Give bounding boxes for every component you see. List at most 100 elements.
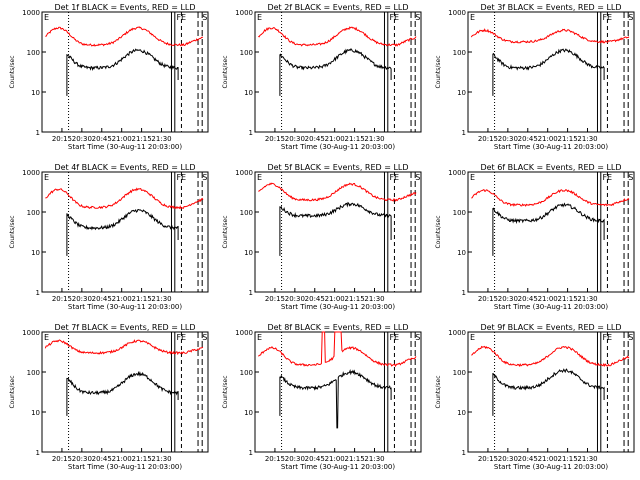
detector-panel-9: Det 9f BLACK = Events, RED = LLD 1 10 100 10…	[435, 323, 635, 471]
x-tick-label: 20:30	[285, 295, 305, 303]
x-tick-label: 21:15	[345, 455, 365, 463]
y-tick-label: 10	[457, 409, 466, 417]
detector-panel-4: Det 4f BLACK = Events, RED = LLD 1 10 100 10…	[9, 163, 209, 311]
x-tick-label: 21:00	[538, 295, 558, 303]
x-tick-label: 21:15	[345, 135, 365, 143]
events-series-line	[279, 201, 392, 256]
x-tick-label: 20:30	[72, 295, 92, 303]
y-tick-label: 100	[240, 209, 253, 217]
y-axis-label: Counts/sec	[9, 375, 16, 408]
events-series-line	[66, 208, 179, 256]
marker-label-e: E	[257, 333, 262, 342]
x-tick-label: 20:15	[265, 135, 285, 143]
marker-label-s: S	[415, 333, 420, 342]
y-tick-label: 1	[36, 289, 40, 297]
y-tick-label: 100	[453, 369, 466, 377]
y-axis-label: Counts/sec	[222, 215, 229, 248]
events-series-line	[66, 48, 179, 96]
y-tick-label: 1000	[235, 329, 253, 337]
x-tick-label: 20:30	[72, 135, 92, 143]
y-tick-label: 100	[240, 49, 253, 57]
x-tick-label: 21:30	[151, 455, 171, 463]
y-axis-label: Counts/sec	[435, 375, 442, 408]
plot-title: Det 9f BLACK = Events, RED = LLD	[480, 323, 621, 332]
y-tick-label: 1000	[235, 169, 253, 177]
x-tick-label: 20:45	[92, 135, 112, 143]
x-tick-label: 20:45	[518, 295, 538, 303]
y-axis-label: Counts/sec	[9, 215, 16, 248]
marker-label-s: S	[202, 333, 207, 342]
y-tick-label: 100	[27, 209, 40, 217]
x-tick-label: 21:30	[364, 295, 384, 303]
y-tick-label: 10	[31, 409, 40, 417]
detector-panel-7: Det 7f BLACK = Events, RED = LLD 1 10 100 10…	[9, 323, 209, 471]
x-tick-label: 21:30	[364, 455, 384, 463]
x-tick-label: 21:15	[558, 135, 578, 143]
y-tick-label: 1	[249, 449, 253, 457]
x-tick-label: 20:15	[52, 295, 72, 303]
marker-label-s: S	[202, 13, 207, 22]
x-tick-label: 20:30	[72, 455, 92, 463]
plot-title: Det 2f BLACK = Events, RED = LLD	[267, 3, 408, 12]
x-tick-label: 21:00	[112, 295, 132, 303]
plot-frame	[41, 171, 209, 293]
detector-panel-5: Det 5f BLACK = Events, RED = LLD 1 10 100 10…	[222, 163, 422, 311]
marker-label-s: S	[628, 13, 633, 22]
x-axis-label: Start Time (30-Aug-11 20:03:00)	[68, 143, 182, 151]
x-tick-label: 20:45	[305, 135, 325, 143]
plot-frame	[467, 171, 635, 293]
x-axis-label: Start Time (30-Aug-11 20:03:00)	[68, 463, 182, 471]
y-axis-label: Counts/sec	[9, 55, 16, 88]
lld-series-line	[258, 26, 417, 47]
y-tick-label: 1000	[22, 329, 40, 337]
x-axis-label: Start Time (30-Aug-11 20:03:00)	[281, 143, 395, 151]
y-tick-label: 1000	[448, 169, 466, 177]
x-tick-label: 20:30	[285, 135, 305, 143]
x-tick-label: 21:00	[538, 455, 558, 463]
marker-label-s: S	[415, 13, 420, 22]
marker-label-fe: FE	[602, 333, 612, 342]
lld-series-line	[45, 187, 204, 210]
lld-series-line	[471, 345, 630, 368]
x-tick-label: 21:00	[325, 295, 345, 303]
marker-label-fe: FE	[176, 13, 186, 22]
detector-panel-3: Det 3f BLACK = Events, RED = LLD 1 10 100 10…	[435, 3, 635, 151]
y-axis-label: Counts/sec	[435, 55, 442, 88]
marker-label-fe: FE	[389, 13, 399, 22]
plot-frame	[41, 11, 209, 133]
marker-label-e: E	[44, 13, 49, 22]
x-tick-label: 21:30	[577, 295, 597, 303]
detector-panel-1: Det 1f BLACK = Events, RED = LLD 1 10 100 10…	[9, 3, 209, 151]
plot-title: Det 6f BLACK = Events, RED = LLD	[480, 163, 621, 172]
y-tick-label: 1	[462, 449, 466, 457]
y-tick-label: 1	[462, 129, 466, 137]
marker-label-e: E	[470, 333, 475, 342]
x-tick-label: 20:30	[285, 455, 305, 463]
y-tick-label: 10	[457, 89, 466, 97]
marker-label-s: S	[415, 173, 420, 182]
x-tick-label: 21:15	[345, 295, 365, 303]
marker-label-e: E	[257, 173, 262, 182]
marker-label-fe: FE	[602, 173, 612, 182]
y-tick-label: 1000	[235, 9, 253, 17]
lld-series-line	[257, 331, 417, 368]
plot-title: Det 1f BLACK = Events, RED = LLD	[54, 3, 195, 12]
marker-label-e: E	[470, 13, 475, 22]
y-tick-label: 10	[31, 249, 40, 257]
x-axis-label: Start Time (30-Aug-11 20:03:00)	[281, 303, 395, 311]
x-tick-label: 21:00	[112, 455, 132, 463]
y-axis-label: Counts/sec	[222, 375, 229, 408]
events-series-line	[279, 48, 392, 96]
x-tick-label: 21:30	[151, 135, 171, 143]
detector-panel-2: Det 2f BLACK = Events, RED = LLD 1 10 100 10…	[222, 3, 422, 151]
x-tick-label: 21:30	[364, 135, 384, 143]
plot-title: Det 3f BLACK = Events, RED = LLD	[480, 3, 621, 12]
y-tick-label: 100	[240, 369, 253, 377]
plot-title: Det 5f BLACK = Events, RED = LLD	[267, 163, 408, 172]
x-tick-label: 21:30	[151, 295, 171, 303]
x-tick-label: 20:45	[518, 455, 538, 463]
y-tick-label: 1000	[448, 329, 466, 337]
marker-label-s: S	[202, 173, 207, 182]
marker-label-fe: FE	[389, 333, 399, 342]
